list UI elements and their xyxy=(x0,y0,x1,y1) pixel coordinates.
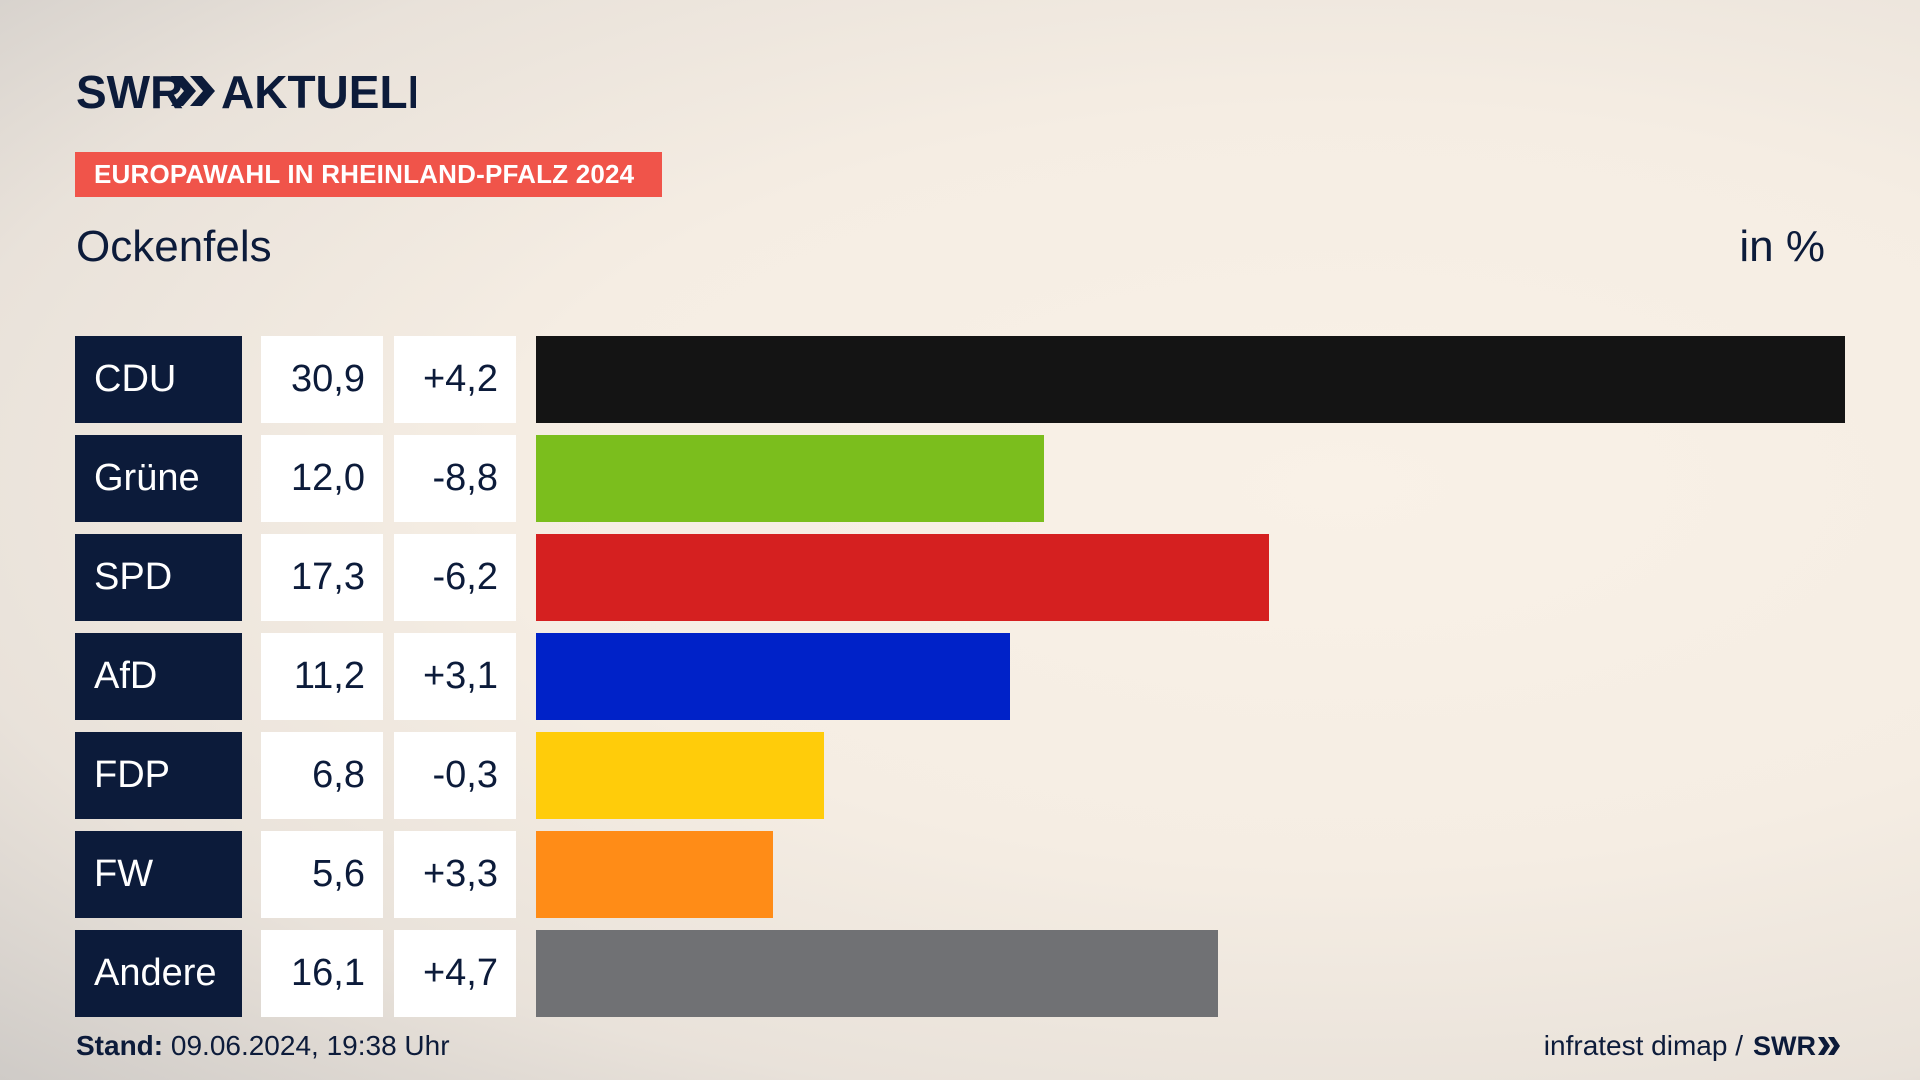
vote-share-value: 17,3 xyxy=(261,534,383,621)
vote-share-value: 6,8 xyxy=(261,732,383,819)
vote-change-value: +4,2 xyxy=(394,336,516,423)
location-title: Ockenfels xyxy=(76,222,272,271)
svg-text:SWR: SWR xyxy=(76,66,183,116)
result-row: CDU 30,9 +4,2 xyxy=(75,336,1845,423)
vote-share-value: 16,1 xyxy=(261,930,383,1017)
source-credit: infratest dimap / SWR xyxy=(1544,1030,1844,1062)
unit-label: in % xyxy=(1739,222,1825,271)
vote-change-value: -0,3 xyxy=(394,732,516,819)
vote-share-value: 30,9 xyxy=(261,336,383,423)
result-row: Grüne 12,0 -8,8 xyxy=(75,435,1845,522)
result-bar xyxy=(536,633,1010,720)
vote-change-value: -6,2 xyxy=(394,534,516,621)
timestamp: Stand: 09.06.2024, 19:38 Uhr xyxy=(76,1030,450,1062)
result-bar xyxy=(536,930,1218,1017)
swr-aktuell-logo-mark: SWR AKTUELL xyxy=(76,66,416,116)
party-label: FW xyxy=(75,831,242,918)
result-bar xyxy=(536,732,824,819)
source-text: infratest dimap / xyxy=(1543,1030,1743,1061)
result-bar xyxy=(536,534,1269,621)
stand-value: 09.06.2024, 19:38 Uhr xyxy=(163,1030,450,1061)
vote-change-value: +4,7 xyxy=(394,930,516,1017)
svg-text:AKTUELL: AKTUELL xyxy=(221,66,416,116)
result-bar xyxy=(536,831,773,918)
party-label: FDP xyxy=(75,732,242,819)
result-row: Andere 16,1 +4,7 xyxy=(75,930,1845,1017)
result-row: SPD 17,3 -6,2 xyxy=(75,534,1845,621)
result-row: AfD 11,2 +3,1 xyxy=(75,633,1845,720)
result-bar xyxy=(536,435,1044,522)
party-label: Grüne xyxy=(75,435,242,522)
swr-small-logo: SWR xyxy=(1753,1031,1844,1062)
result-bar xyxy=(536,336,1845,423)
election-tag: EUROPAWAHL IN RHEINLAND-PFALZ 2024 xyxy=(75,152,662,197)
chevrons-icon xyxy=(1818,1037,1840,1055)
vote-change-value: +3,3 xyxy=(394,831,516,918)
party-label: Andere xyxy=(75,930,242,1017)
vote-change-value: -8,8 xyxy=(394,435,516,522)
party-label: SPD xyxy=(75,534,242,621)
source-brand: SWR xyxy=(1753,1030,1816,1061)
vote-change-value: +3,1 xyxy=(394,633,516,720)
result-row: FDP 6,8 -0,3 xyxy=(75,732,1845,819)
party-label: CDU xyxy=(75,336,242,423)
vote-share-value: 12,0 xyxy=(261,435,383,522)
stand-label: Stand: xyxy=(76,1030,164,1061)
swr-aktuell-logo: SWR AKTUELL xyxy=(76,66,416,116)
result-row: FW 5,6 +3,3 xyxy=(75,831,1845,918)
vote-share-value: 11,2 xyxy=(261,633,383,720)
vote-share-value: 5,6 xyxy=(261,831,383,918)
party-label: AfD xyxy=(75,633,242,720)
